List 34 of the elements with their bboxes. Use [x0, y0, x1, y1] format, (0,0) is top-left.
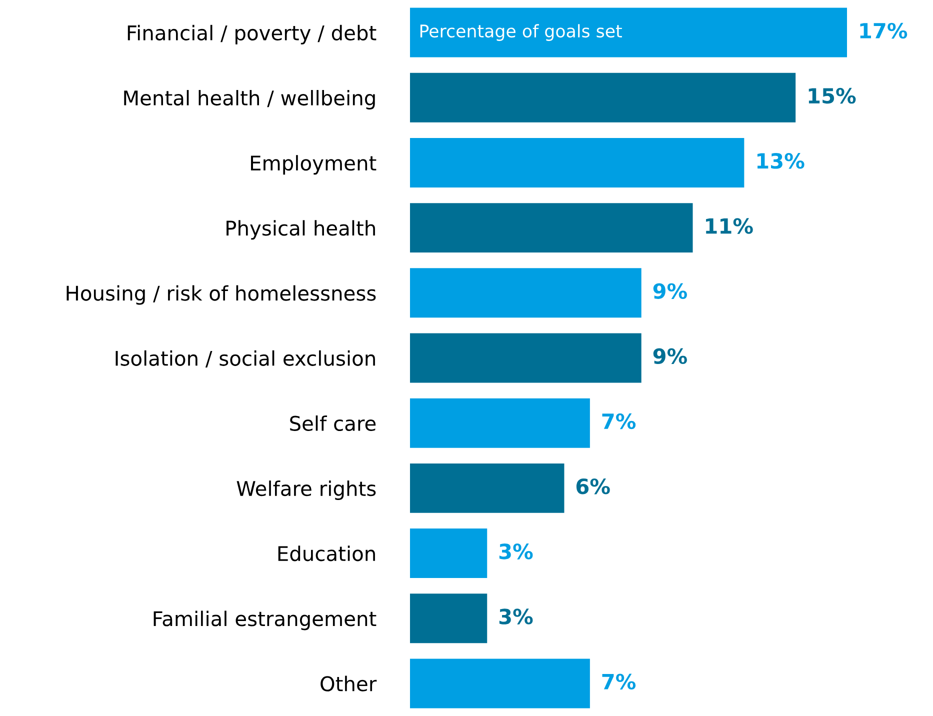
y-tick-label: Employment	[251, 155, 376, 175]
y-tick-label: Financial / poverty / debt	[128, 24, 376, 44]
data-label: 3%	[499, 544, 533, 560]
data-label: 9%	[653, 283, 687, 299]
bar	[410, 594, 488, 644]
y-tick-label: Education	[278, 546, 375, 562]
data-label: 15%	[808, 88, 856, 104]
y-tick-label: Isolation / social exclusion	[116, 350, 375, 368]
data-label: 7%	[602, 413, 636, 430]
data-label: 9%	[653, 348, 687, 364]
y-tick-label: Other	[320, 676, 377, 692]
bar	[410, 203, 693, 253]
y-tick-label: Housing / risk of homelessness	[66, 285, 376, 305]
y-tick-label: Welfare rights	[236, 480, 376, 500]
bar	[410, 72, 796, 122]
annotation: Percentage of goals set	[420, 24, 622, 41]
y-tick-label: Familial estrangement	[154, 610, 376, 630]
bar	[410, 658, 590, 708]
y-tick-label: Mental health / wellbeing	[124, 90, 375, 110]
bar	[410, 333, 642, 383]
y-tick-label: Self care	[290, 415, 376, 432]
data-label: 6%	[576, 478, 610, 494]
data-label: 11%	[706, 218, 753, 234]
bar	[410, 8, 847, 58]
bar	[410, 463, 564, 513]
data-label: 17%	[860, 22, 908, 39]
data-label: 7%	[602, 674, 636, 690]
bar	[410, 398, 590, 448]
data-label: 3%	[499, 608, 533, 624]
y-tick-label: Physical health	[226, 220, 375, 240]
data-label: 13%	[757, 153, 804, 169]
bar	[410, 268, 642, 318]
bar	[410, 138, 744, 188]
bar	[410, 528, 488, 578]
